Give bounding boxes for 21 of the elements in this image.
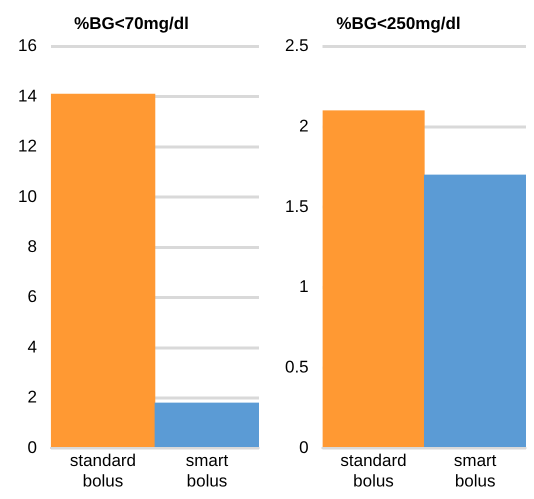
y-tick-label: 2 [299, 116, 309, 136]
chart-title: %BG<70mg/dl [74, 14, 189, 33]
y-tick-label: 0 [299, 438, 309, 457]
x-tick-label: standard bolus [340, 451, 407, 490]
y-tick-label: 12 [18, 136, 37, 156]
x-tick-label: smart bolus [454, 451, 497, 490]
y-tick-label: 1 [299, 277, 309, 296]
y-tick-label: 10 [18, 186, 37, 206]
y-tick-label: 0.5 [284, 358, 309, 377]
y-tick-label: 2.5 [284, 36, 309, 56]
chart-title: %BG<250mg/dl [336, 14, 461, 33]
y-tick-label: 16 [18, 36, 37, 56]
y-tick-label: 14 [18, 86, 37, 106]
y-tick-label: 4 [27, 337, 37, 356]
y-tick-label: 0 [27, 438, 37, 457]
x-tick-label: smart bolus [186, 451, 229, 490]
x-tick-label: standard bolus [70, 451, 136, 490]
y-tick-label: 1.5 [284, 196, 309, 216]
y-tick-label: 8 [27, 236, 37, 256]
y-tick-label: 2 [27, 388, 37, 407]
y-tick-label: 6 [27, 287, 37, 306]
